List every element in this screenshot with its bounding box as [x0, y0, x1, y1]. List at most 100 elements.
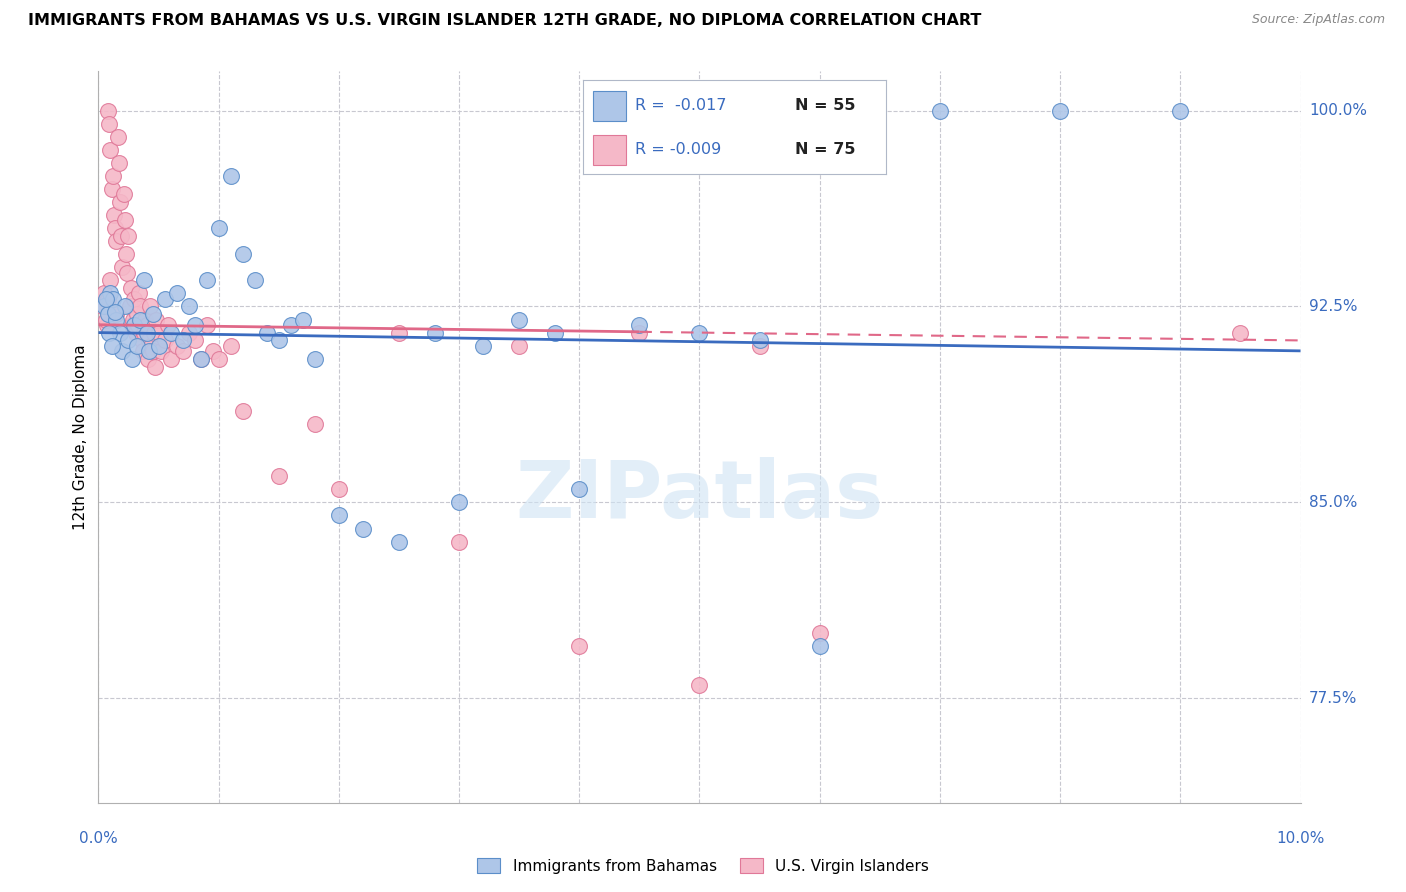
Point	[138, 343, 160, 358]
FancyBboxPatch shape	[592, 91, 626, 120]
Point	[141, 338, 163, 352]
Point	[232, 247, 254, 261]
Point	[94, 292, 117, 306]
Point	[568, 639, 591, 653]
Point	[124, 292, 146, 306]
Point	[388, 534, 411, 549]
Point	[93, 286, 115, 301]
Point	[118, 300, 141, 314]
Text: 10.0%: 10.0%	[1277, 830, 1324, 846]
Point	[108, 156, 131, 170]
Point	[107, 129, 129, 144]
Point	[143, 359, 166, 374]
Point	[929, 103, 952, 118]
Point	[183, 334, 205, 348]
Point	[1229, 326, 1251, 340]
Point	[177, 300, 200, 314]
Point	[135, 326, 157, 340]
Point	[145, 312, 167, 326]
Point	[243, 273, 266, 287]
Point	[157, 318, 180, 332]
Text: 85.0%: 85.0%	[1309, 495, 1357, 510]
Point	[93, 300, 115, 314]
Point	[100, 182, 122, 196]
Point	[219, 169, 242, 183]
Point	[508, 338, 530, 352]
Point	[138, 334, 160, 348]
Point	[134, 312, 156, 326]
Point	[105, 234, 128, 248]
Point	[472, 338, 495, 352]
Point	[125, 326, 148, 340]
Text: 100.0%: 100.0%	[1309, 103, 1367, 118]
Point	[120, 281, 142, 295]
Text: Source: ZipAtlas.com: Source: ZipAtlas.com	[1251, 13, 1385, 27]
Point	[124, 318, 146, 332]
Point	[117, 228, 139, 243]
Point	[97, 292, 120, 306]
Point	[121, 318, 143, 332]
Point	[508, 312, 530, 326]
Text: ZIPatlas: ZIPatlas	[516, 457, 883, 534]
Point	[219, 338, 242, 352]
Point	[131, 334, 153, 348]
Point	[388, 326, 411, 340]
Point	[195, 318, 218, 332]
Point	[105, 307, 128, 321]
Point	[748, 334, 770, 348]
Point	[544, 326, 567, 340]
Point	[121, 351, 143, 366]
Point	[104, 221, 127, 235]
Point	[148, 338, 170, 352]
Point	[280, 318, 302, 332]
Point	[108, 194, 131, 209]
Point	[232, 404, 254, 418]
Point	[110, 228, 132, 243]
Point	[114, 213, 136, 227]
Point	[105, 312, 128, 326]
Point	[190, 351, 212, 366]
Point	[166, 286, 188, 301]
Point	[127, 318, 149, 332]
Point	[423, 326, 446, 340]
Point	[628, 318, 651, 332]
Point	[94, 312, 117, 326]
FancyBboxPatch shape	[592, 135, 626, 164]
Point	[135, 318, 157, 332]
Point	[166, 338, 188, 352]
Point	[628, 326, 651, 340]
Text: R = -0.009: R = -0.009	[636, 142, 721, 157]
Point	[177, 326, 200, 340]
Point	[100, 338, 122, 352]
Point	[201, 343, 224, 358]
Point	[141, 307, 163, 321]
Point	[328, 508, 350, 523]
Text: N = 55: N = 55	[796, 98, 856, 113]
Text: IMMIGRANTS FROM BAHAMAS VS U.S. VIRGIN ISLANDER 12TH GRADE, NO DIPLOMA CORRELATI: IMMIGRANTS FROM BAHAMAS VS U.S. VIRGIN I…	[28, 13, 981, 29]
Point	[97, 103, 120, 118]
Point	[129, 312, 152, 326]
Point	[98, 117, 121, 131]
Point	[125, 307, 148, 321]
Point	[153, 334, 176, 348]
Point	[195, 273, 218, 287]
Point	[267, 334, 290, 348]
Point	[100, 286, 122, 301]
Point	[100, 143, 122, 157]
Point	[103, 208, 125, 222]
Point	[688, 326, 710, 340]
Point	[100, 273, 122, 287]
Point	[125, 338, 148, 352]
Point	[97, 307, 120, 321]
Point	[112, 187, 135, 202]
Point	[132, 326, 155, 340]
Text: R =  -0.017: R = -0.017	[636, 98, 727, 113]
Point	[111, 260, 134, 275]
Point	[328, 483, 350, 497]
Point	[98, 326, 121, 340]
Point	[688, 678, 710, 692]
Point	[128, 286, 150, 301]
Point	[132, 273, 155, 287]
Point	[159, 351, 181, 366]
Point	[304, 417, 326, 431]
